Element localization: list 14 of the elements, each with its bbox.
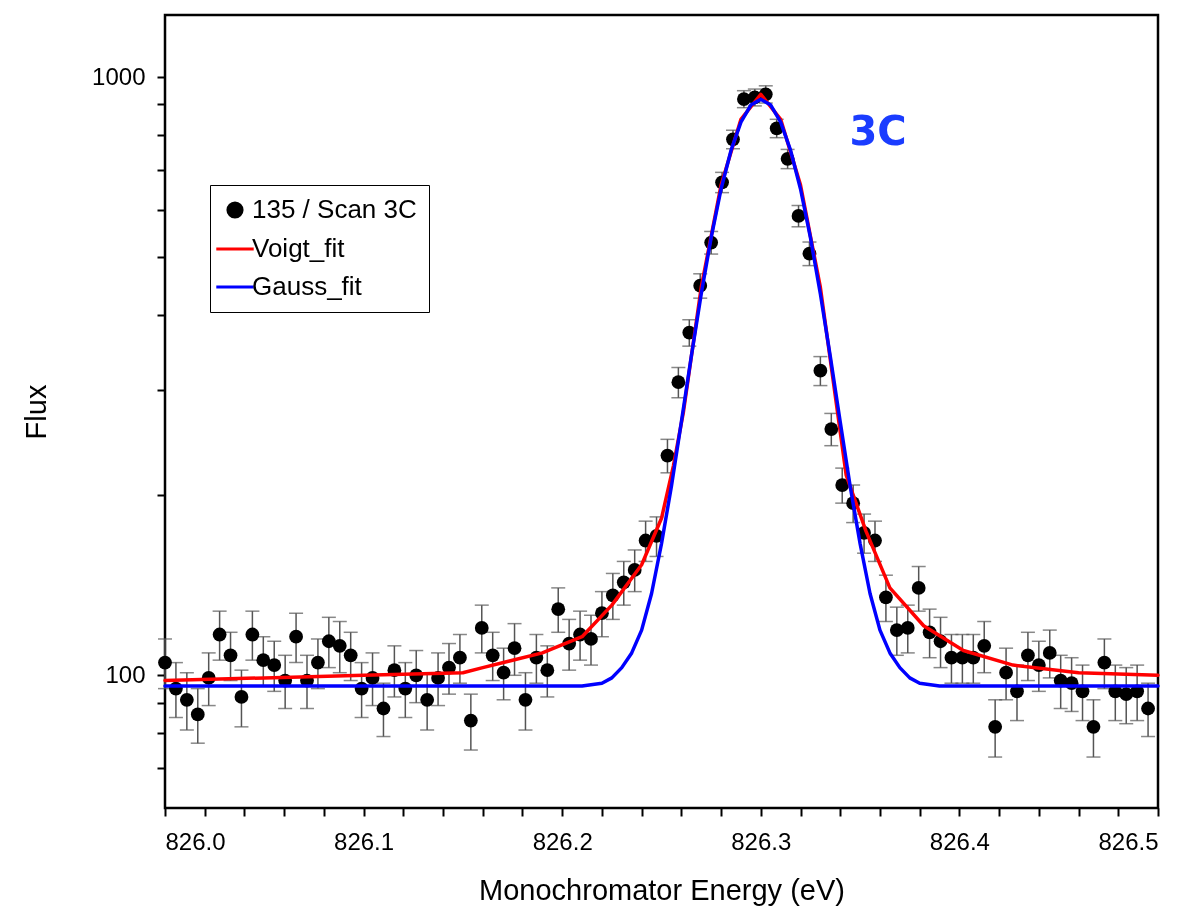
y-tick-label: 100: [105, 660, 146, 688]
x-tick-label: 826.5: [1098, 827, 1159, 855]
x-tick-label: 826.2: [532, 827, 593, 855]
x-tick-label: 826.1: [334, 827, 395, 855]
legend-label: Voigt_fit: [252, 233, 346, 263]
legend-label: Gauss_fit: [252, 271, 363, 301]
legend-label: 135 / Scan 3C: [252, 194, 417, 224]
y-tick-label: 1000: [92, 62, 146, 90]
x-tick-label: 826.0: [165, 827, 226, 855]
annotation: 3C: [849, 108, 907, 154]
x-axis-title: Monochromator Energy (eV): [479, 873, 845, 906]
x-tick-label: 826.4: [929, 827, 990, 855]
x-tick-label: 826.3: [731, 827, 792, 855]
y-axis-title: Flux: [20, 384, 53, 440]
